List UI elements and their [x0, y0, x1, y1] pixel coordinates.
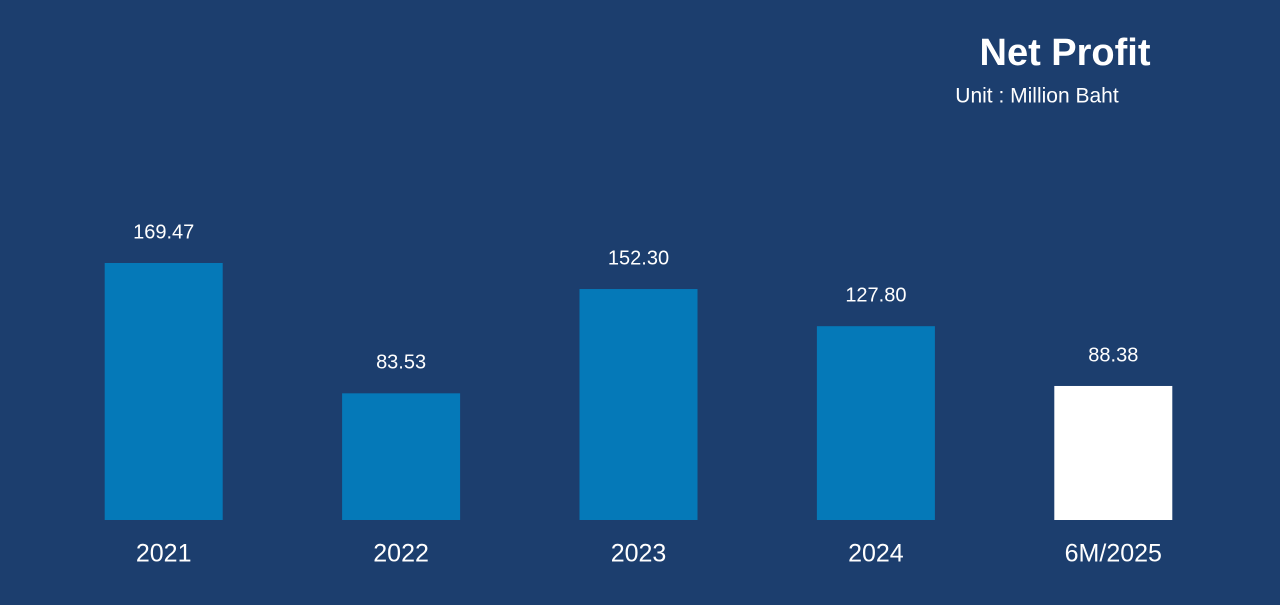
chart-title: Net Profit [980, 32, 1151, 74]
bar [579, 289, 698, 520]
bar [816, 326, 935, 520]
value-label: 152.30 [608, 247, 669, 269]
value-label: 169.47 [133, 221, 194, 243]
value-label: 88.38 [1088, 344, 1138, 366]
bar [104, 263, 223, 520]
bar [342, 393, 461, 520]
value-label: 127.80 [845, 284, 906, 306]
x-tick-label: 2024 [848, 540, 904, 568]
x-tick-label: 2023 [611, 540, 667, 568]
x-tick-label: 6M/2025 [1065, 540, 1162, 568]
x-tick-label: 2021 [136, 540, 192, 568]
chart-subtitle: Unit : Million Baht [955, 85, 1119, 108]
value-label: 83.53 [376, 352, 426, 374]
bar [1054, 385, 1173, 520]
x-tick-label: 2022 [373, 540, 429, 568]
